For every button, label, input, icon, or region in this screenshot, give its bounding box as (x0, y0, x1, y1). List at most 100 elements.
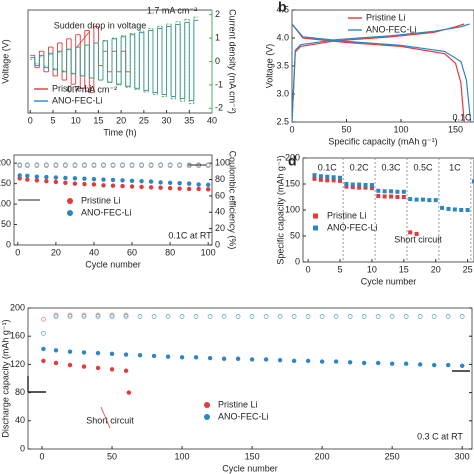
data-point (53, 162, 59, 168)
data-point (95, 350, 101, 356)
data-point (193, 355, 199, 360)
data-point (41, 330, 46, 336)
x-tick-label: 150 (448, 124, 463, 134)
x-tick-label: 20 (116, 115, 126, 125)
legend-swatch (67, 210, 73, 216)
data-point (91, 182, 97, 187)
annotation: 0.3 C at RT (417, 431, 463, 441)
data-point (431, 314, 437, 319)
x-tick-label: 20 (431, 264, 441, 274)
data-point (417, 362, 423, 367)
rate-label: 0.2C (350, 162, 370, 172)
data-point (376, 188, 381, 193)
data-point (110, 162, 116, 168)
data-point (158, 185, 163, 190)
data-point (95, 365, 101, 371)
data-point (408, 197, 413, 202)
x-axis-title: Specific capacity (mAh g⁻¹) (328, 136, 437, 146)
y-tick-label: 150 (0, 178, 11, 188)
data-point (151, 353, 157, 359)
data-point (109, 351, 115, 357)
y-tick-label: 3.0 (276, 88, 289, 98)
data-point (440, 205, 445, 210)
data-point (17, 162, 23, 168)
y2-tick-label: 80 (215, 174, 225, 184)
data-point (167, 180, 173, 186)
data-point (395, 195, 400, 199)
x-tick-label: 20 (51, 247, 61, 257)
data-point (177, 181, 182, 186)
data-point (207, 314, 213, 319)
y2-tick-label: 40 (215, 207, 225, 217)
data-point (305, 358, 311, 364)
y-tick-label: 80 (15, 387, 25, 397)
data-point (331, 175, 336, 180)
data-point (305, 314, 311, 319)
data-point (110, 183, 116, 188)
data-point (63, 175, 68, 181)
annotation-arrow (100, 406, 111, 429)
data-point (369, 186, 374, 191)
data-point (357, 185, 362, 190)
legend-label: Pristine Li (366, 12, 406, 22)
y-tick-label: 200 (285, 152, 300, 162)
data-point (401, 189, 406, 194)
x-tick-label: 40 (207, 115, 217, 125)
x-axis-title: Cycle number (361, 276, 417, 286)
data-point (376, 193, 381, 198)
data-point (414, 231, 419, 236)
data-point (249, 357, 255, 362)
y2-tick-label: -2 (215, 103, 223, 113)
data-point (167, 185, 173, 191)
x-tick-label: 5 (50, 115, 55, 125)
x-tick-label: 300 (455, 451, 470, 461)
data-point (389, 189, 394, 194)
data-point (110, 177, 116, 183)
data-point (375, 314, 381, 319)
y-axis-title: Specific capacity (mAh g⁻¹) (275, 155, 285, 264)
legend-label: ANO-FEC-Li (366, 24, 417, 34)
data-point (34, 174, 40, 179)
data-point (67, 349, 73, 354)
data-point (72, 181, 78, 186)
x-tick-label: 100 (393, 124, 408, 134)
data-point (446, 206, 451, 211)
y2-tick-label: 0 (215, 56, 220, 66)
y-tick-label: 4.0 (276, 32, 289, 42)
data-point (403, 361, 409, 366)
data-point (186, 181, 192, 186)
x-axis-title: Cycle number (85, 259, 141, 269)
y-tick-label: 40 (15, 415, 25, 425)
data-point (318, 174, 323, 179)
x-tick-label: 80 (165, 247, 175, 257)
data-point (123, 314, 129, 319)
data-point (389, 314, 395, 319)
y-axis-title: Voltage (V) (0, 39, 10, 84)
data-point (139, 184, 144, 190)
y-tick-label: 0 (20, 443, 25, 453)
data-point (67, 362, 73, 368)
data-point (431, 362, 437, 368)
x-tick-label: 15 (399, 264, 409, 274)
data-point (196, 186, 201, 192)
data-point (318, 177, 323, 182)
y-axis-title: Discharge capacity (mAh g⁻¹) (0, 319, 10, 437)
data-point (347, 314, 353, 319)
data-point (165, 354, 171, 359)
data-point (207, 355, 213, 361)
data-point (338, 178, 343, 183)
data-point (408, 230, 413, 235)
data-point (417, 314, 423, 319)
data-point (319, 359, 325, 364)
data-point (81, 312, 87, 318)
y-tick-label: 200 (10, 302, 25, 312)
x-tick-label: 0 (15, 247, 20, 257)
y2-tick-label: 0 (215, 239, 220, 249)
data-point (101, 177, 106, 182)
data-point (427, 198, 432, 203)
data-point (158, 180, 163, 185)
y-tick-label: 120 (10, 359, 25, 369)
data-point (44, 178, 49, 184)
y-tick-label: 100 (285, 204, 300, 214)
